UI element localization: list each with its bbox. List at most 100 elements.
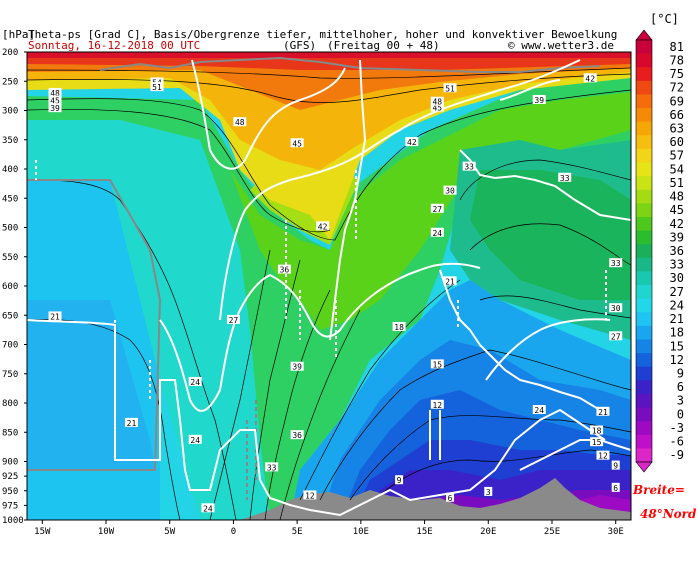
y-tick-label: 250 [2, 77, 18, 87]
contour-label-bg [430, 359, 444, 369]
contour-label: 21 [127, 419, 137, 428]
contour-label: 39 [50, 104, 60, 113]
colorbar-swatch [636, 312, 652, 327]
contour-label: 48 [235, 118, 245, 127]
colorbar-swatch [636, 94, 652, 109]
y-tick-label: 950 [2, 487, 18, 497]
colorbar-swatch [636, 434, 652, 449]
contour-label-bg [590, 425, 604, 435]
y-tick-label: 850 [2, 428, 18, 438]
colorbar-label: 30 [670, 271, 684, 285]
contour-label-bg [201, 503, 215, 513]
colorbar-label: 51 [670, 176, 684, 190]
y-tick-label: 350 [2, 136, 18, 146]
colorbar-top-arrow [635, 29, 653, 41]
x-tick-label: 10W [98, 527, 115, 537]
y-tick-label: 500 [2, 224, 18, 234]
x-tick-label: 15W [34, 527, 51, 537]
contour-label-bg [316, 221, 330, 231]
colorbar-label: 39 [670, 230, 684, 244]
x-tick-label: 20E [480, 527, 496, 537]
contour-label: 33 [560, 174, 570, 183]
date-line: Sonntag, 16-12-2018 00 UTC [28, 39, 200, 52]
contour-label: 24 [190, 378, 200, 387]
contour-label: 24 [432, 229, 442, 238]
colorbar-swatch [636, 407, 652, 422]
chart-title: Theta-ps [Grad C], Basis/Obergrenze tief… [28, 28, 617, 41]
colorbar-swatch [636, 339, 652, 354]
colorbar-label: 42 [670, 217, 684, 231]
colorbar-label: 24 [670, 298, 684, 312]
contour-label: 12 [305, 491, 315, 500]
colorbar-swatch [636, 216, 652, 232]
colorbar-label: 27 [670, 285, 684, 299]
colorbar-swatch [636, 67, 652, 82]
y-unit-label: [hPa] [2, 28, 35, 41]
contour-label: 39 [534, 96, 544, 105]
colorbar-label: 66 [670, 108, 684, 122]
colorbar-swatch [636, 53, 652, 68]
colorbar-swatch [636, 421, 652, 436]
y-axis: 200 250 300 350 400 450 500 550 600 650 700 750 800 8… [2, 48, 27, 526]
colorbar-swatch [636, 244, 652, 259]
colorbar-frame [635, 39, 653, 463]
colorbar-label: 3 [677, 394, 684, 408]
contour-label: 9 [613, 462, 618, 471]
colorbar-label: -3 [670, 421, 684, 435]
y-tick-label: 400 [2, 165, 18, 175]
colorbar: 8178757269666360575451484542393633302724… [635, 29, 684, 473]
contour-label: 24 [534, 406, 544, 415]
colorbar-label: 45 [670, 203, 684, 217]
colorbar-swatch [636, 257, 652, 272]
y-tick-label: 800 [2, 399, 18, 409]
colorbar-swatch [636, 380, 652, 395]
contour-label: 9 [397, 476, 402, 485]
contour-label-bg [265, 462, 279, 472]
colorbar-swatch [636, 366, 652, 381]
contour-label: 30 [445, 187, 455, 196]
colorbar-unit: [°C] [650, 12, 679, 26]
contour-label-bg [48, 311, 62, 321]
contour-label: 21 [598, 408, 608, 417]
contour-label-bg [590, 437, 604, 447]
contour-label: 36 [292, 431, 302, 440]
colorbar-label: 18 [670, 326, 684, 340]
contour-label-bg [430, 227, 444, 237]
colorbar-label: 54 [670, 162, 684, 176]
contour-label-bg [430, 399, 444, 409]
contour-label: 18 [394, 323, 404, 332]
contour-label-bg [188, 434, 202, 444]
contour-label: 48 [50, 89, 60, 98]
contour-label: 33 [464, 163, 474, 172]
colorbar-label: 69 [670, 94, 684, 108]
y-tick-label: 650 [2, 311, 18, 321]
contour-label: 42 [318, 222, 328, 231]
contour-label-bg [532, 405, 546, 415]
contour-label: 30 [611, 304, 621, 313]
colorbar-swatch [636, 203, 652, 218]
colorbar-label: 12 [670, 353, 684, 367]
contour-label-bg [226, 314, 240, 324]
contour-label-bg [484, 486, 493, 496]
colorbar-swatch [636, 271, 652, 286]
x-tick-label: 15E [416, 527, 432, 537]
contour-label-bg [443, 276, 457, 286]
contour-label-bg [596, 406, 610, 416]
contour-label-bg [150, 77, 164, 87]
contour-label-bg [405, 137, 419, 147]
contour-label-bg [446, 492, 455, 502]
colorbar-label: -9 [670, 448, 684, 462]
x-axis: 15W 10W 5W 0 5E 10E 15E 20E 25E 30E [34, 520, 624, 537]
contour-label-bg [611, 460, 620, 470]
y-tick-label: 1000 [2, 516, 24, 526]
contour-label-bg [303, 490, 317, 500]
x-tick-label: 0 [231, 527, 236, 537]
contour-label: 39 [292, 363, 302, 372]
colorbar-swatch [636, 108, 652, 123]
contour-label-bg [609, 258, 623, 268]
contour-label: 42 [407, 138, 417, 147]
colorbar-label: 75 [670, 67, 684, 81]
contour-label: 3 [486, 488, 491, 497]
y-tick-label: 975 [2, 501, 18, 511]
